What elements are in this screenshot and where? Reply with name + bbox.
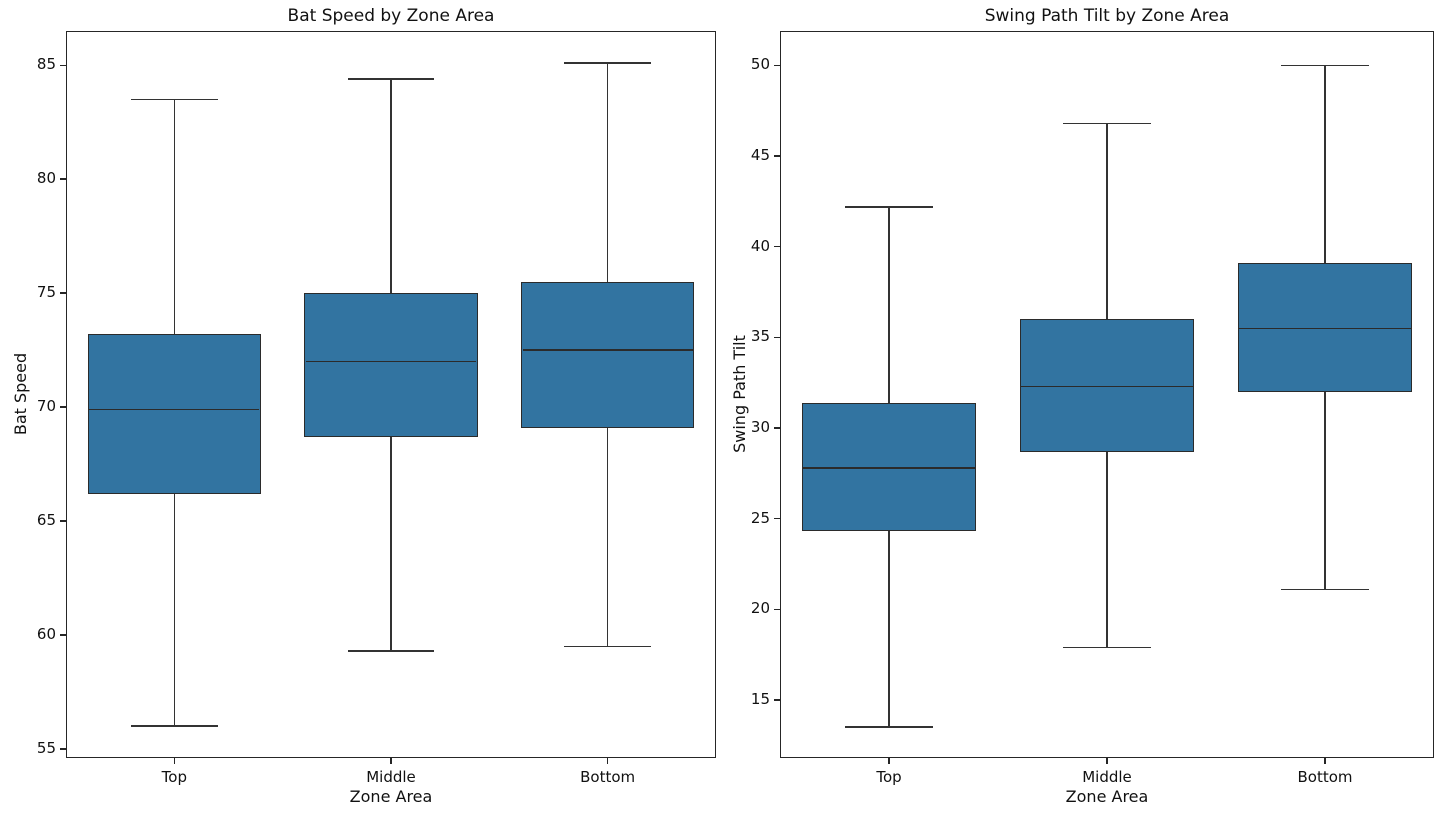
lower-whisker-cap bbox=[347, 650, 435, 652]
upper-whisker-cap bbox=[1063, 122, 1151, 125]
lower-whisker bbox=[1324, 391, 1326, 590]
y-tick-label: 20 bbox=[750, 599, 770, 618]
x-tick-mark bbox=[1324, 758, 1326, 764]
y-axis-label-swing-path-tilt: Swing Path Tilt bbox=[730, 335, 749, 453]
lower-whisker bbox=[390, 436, 392, 651]
median-line bbox=[803, 467, 975, 469]
upper-whisker bbox=[888, 206, 890, 403]
median-line bbox=[522, 349, 693, 351]
lower-whisker-cap bbox=[564, 645, 651, 648]
y-tick-label: 40 bbox=[750, 236, 770, 255]
lower-whisker-cap bbox=[845, 726, 933, 728]
y-tick-mark bbox=[774, 64, 780, 67]
lower-whisker-cap bbox=[1281, 588, 1369, 591]
chart-title-swing-path-tilt: Swing Path Tilt by Zone Area bbox=[984, 6, 1230, 26]
median-line bbox=[1239, 327, 1411, 330]
lower-whisker-cap bbox=[1063, 646, 1151, 649]
upper-whisker bbox=[173, 99, 176, 335]
x-tick-label: Top bbox=[876, 768, 902, 786]
chart-title-bat-speed: Bat Speed by Zone Area bbox=[287, 6, 495, 26]
lower-whisker bbox=[1106, 451, 1108, 648]
y-tick-label: 35 bbox=[750, 327, 770, 346]
y-tick-mark bbox=[60, 406, 66, 408]
y-tick-mark bbox=[774, 699, 780, 701]
y-tick-label: 60 bbox=[36, 624, 56, 643]
x-tick-label: Middle bbox=[366, 768, 416, 786]
x-tick-mark bbox=[390, 758, 392, 764]
y-tick-mark bbox=[774, 518, 780, 520]
box-bottom bbox=[521, 281, 695, 428]
upper-whisker-cap bbox=[845, 206, 933, 208]
x-tick-mark bbox=[888, 758, 890, 764]
x-tick-mark bbox=[1106, 758, 1108, 764]
x-tick-mark bbox=[607, 758, 609, 764]
y-tick-label: 65 bbox=[36, 510, 56, 529]
y-tick-label: 30 bbox=[750, 418, 770, 437]
y-tick-label: 15 bbox=[750, 689, 770, 708]
median-line bbox=[89, 408, 260, 411]
x-axis-label-zone-area-left: Zone Area bbox=[349, 787, 433, 806]
median-line bbox=[305, 360, 477, 363]
y-tick-mark bbox=[60, 178, 66, 180]
upper-whisker bbox=[1106, 123, 1108, 320]
y-tick-label: 80 bbox=[36, 169, 56, 188]
lower-whisker-cap bbox=[131, 725, 218, 727]
y-tick-mark bbox=[60, 64, 66, 66]
lower-whisker bbox=[173, 493, 176, 727]
y-tick-label: 75 bbox=[36, 283, 56, 302]
box-top bbox=[801, 402, 977, 532]
y-tick-label: 50 bbox=[750, 55, 770, 74]
upper-whisker-cap bbox=[347, 78, 435, 80]
x-tick-label: Bottom bbox=[1297, 768, 1353, 786]
y-tick-mark bbox=[774, 608, 780, 610]
lower-whisker bbox=[606, 427, 609, 647]
x-axis-label-zone-area-right: Zone Area bbox=[1065, 787, 1149, 806]
y-tick-mark bbox=[60, 520, 66, 522]
y-tick-label: 70 bbox=[36, 397, 56, 416]
y-tick-mark bbox=[774, 246, 780, 248]
upper-whisker-cap bbox=[564, 62, 651, 64]
upper-whisker bbox=[606, 62, 609, 282]
y-tick-label: 55 bbox=[36, 738, 56, 757]
upper-whisker bbox=[1324, 65, 1326, 264]
upper-whisker bbox=[390, 78, 392, 294]
x-tick-label: Bottom bbox=[580, 768, 636, 786]
y-tick-label: 45 bbox=[750, 146, 770, 165]
upper-whisker-cap bbox=[1281, 64, 1369, 67]
upper-whisker-cap bbox=[131, 98, 218, 101]
box-middle bbox=[304, 293, 478, 437]
median-line bbox=[1021, 385, 1193, 388]
y-tick-mark bbox=[774, 427, 780, 429]
y-tick-label: 85 bbox=[36, 55, 56, 74]
x-tick-mark bbox=[173, 758, 175, 764]
x-tick-label: Top bbox=[161, 768, 187, 786]
y-tick-mark bbox=[774, 336, 780, 339]
x-tick-label: Middle bbox=[1082, 768, 1132, 786]
lower-whisker bbox=[888, 531, 890, 728]
y-tick-mark bbox=[60, 748, 66, 750]
y-tick-mark bbox=[60, 634, 66, 636]
y-tick-label: 25 bbox=[750, 508, 770, 527]
y-tick-mark bbox=[774, 155, 780, 157]
box-top bbox=[87, 334, 261, 494]
box-middle bbox=[1019, 319, 1195, 452]
y-tick-mark bbox=[60, 292, 66, 294]
box-bottom bbox=[1237, 263, 1413, 392]
